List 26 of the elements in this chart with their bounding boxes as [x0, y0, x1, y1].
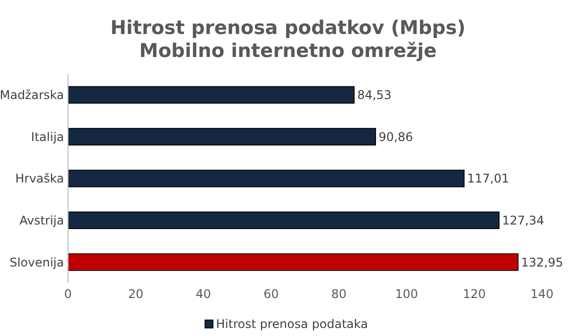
bar [68, 170, 465, 188]
bar [68, 128, 376, 146]
y-tick-label: Hrvaška [15, 172, 64, 186]
y-tick-label: Italija [31, 130, 64, 144]
x-tick-label: 120 [462, 287, 486, 301]
x-tick-label: 80 [331, 287, 346, 301]
bar [68, 253, 519, 271]
legend-label: Hitrost prenosa podataka [216, 317, 368, 332]
data-label: 132,95 [521, 255, 564, 270]
chart-subtitle: Mobilno internetno omrežje [139, 40, 437, 62]
data-label: 84,53 [357, 88, 392, 102]
y-tick-label: Madžarska [0, 88, 64, 102]
data-label: 127,34 [502, 214, 544, 228]
data-label: 117,01 [467, 172, 510, 186]
y-tick-label: Avstrija [19, 214, 64, 228]
chart-title: Hitrost prenosa podatkov (Mbps) [110, 17, 466, 39]
x-tick-label: 20 [128, 287, 144, 301]
x-tick-label: 140 [530, 287, 554, 301]
x-tick-label: 40 [196, 287, 212, 301]
bar [68, 86, 355, 104]
y-tick-label: Slovenija [10, 255, 64, 270]
bar [68, 212, 500, 230]
x-tick-label: 100 [395, 287, 418, 301]
data-label: 90,86 [378, 130, 413, 144]
x-tick-label: 60 [264, 287, 279, 301]
x-tick-label: 0 [64, 287, 72, 301]
